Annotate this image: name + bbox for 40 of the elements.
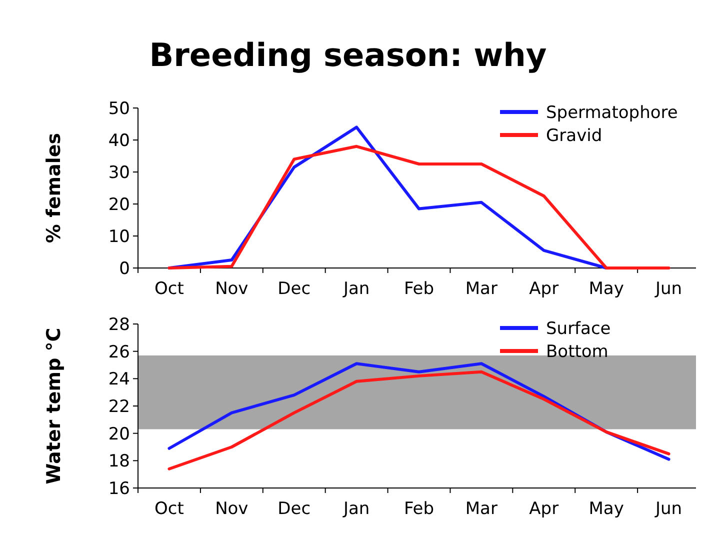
x-tick-label: Dec: [278, 499, 311, 519]
y-tick-label: 20: [108, 424, 130, 444]
x-tick-label: Jan: [342, 499, 370, 519]
chart-title: Breeding season: why: [149, 36, 547, 74]
y-tick-label: 24: [108, 370, 130, 390]
y-tick-label: 30: [108, 162, 130, 183]
x-tick-label: Jun: [654, 499, 682, 519]
line-series: [168, 144, 670, 270]
y-tick-label: 0: [119, 258, 130, 279]
x-tick-label: May: [588, 499, 624, 519]
legend-label: Spermatophore: [546, 102, 678, 123]
line-series: [168, 370, 670, 470]
x-tick-label: Jan: [342, 279, 370, 299]
y-tick-label: 20: [108, 194, 130, 215]
x-tick-label: Apr: [529, 279, 559, 299]
y-tick-label: 10: [108, 226, 130, 247]
y-tick-label: 40: [108, 130, 130, 151]
legend-label: Gravid: [546, 126, 602, 146]
y-tick-label: 22: [108, 396, 130, 417]
x-tick-label: Mar: [465, 279, 498, 299]
legend-label: Surface: [546, 318, 611, 339]
x-tick-label: Apr: [529, 499, 559, 519]
y-tick-label: 50: [108, 98, 130, 119]
x-tick-label: Oct: [154, 499, 184, 519]
y-tick-label: 18: [108, 452, 130, 472]
y-tick-label: 28: [108, 314, 130, 335]
x-tick-label: Oct: [154, 279, 184, 299]
x-tick-label: Feb: [404, 499, 434, 519]
x-tick-label: Jun: [654, 279, 682, 299]
x-tick-label: May: [588, 279, 624, 299]
y-tick-label: 26: [108, 342, 130, 362]
x-tick-label: Nov: [215, 499, 248, 519]
x-tick-label: Nov: [215, 279, 248, 299]
x-tick-label: Feb: [404, 279, 434, 299]
y-axis-title: % females: [43, 132, 65, 244]
x-tick-label: Dec: [278, 279, 311, 299]
x-tick-label: Mar: [465, 499, 498, 519]
y-tick-label: 16: [108, 478, 130, 499]
y-axis-title: Water temp °C: [43, 328, 65, 484]
legend-label: Bottom: [546, 342, 608, 362]
